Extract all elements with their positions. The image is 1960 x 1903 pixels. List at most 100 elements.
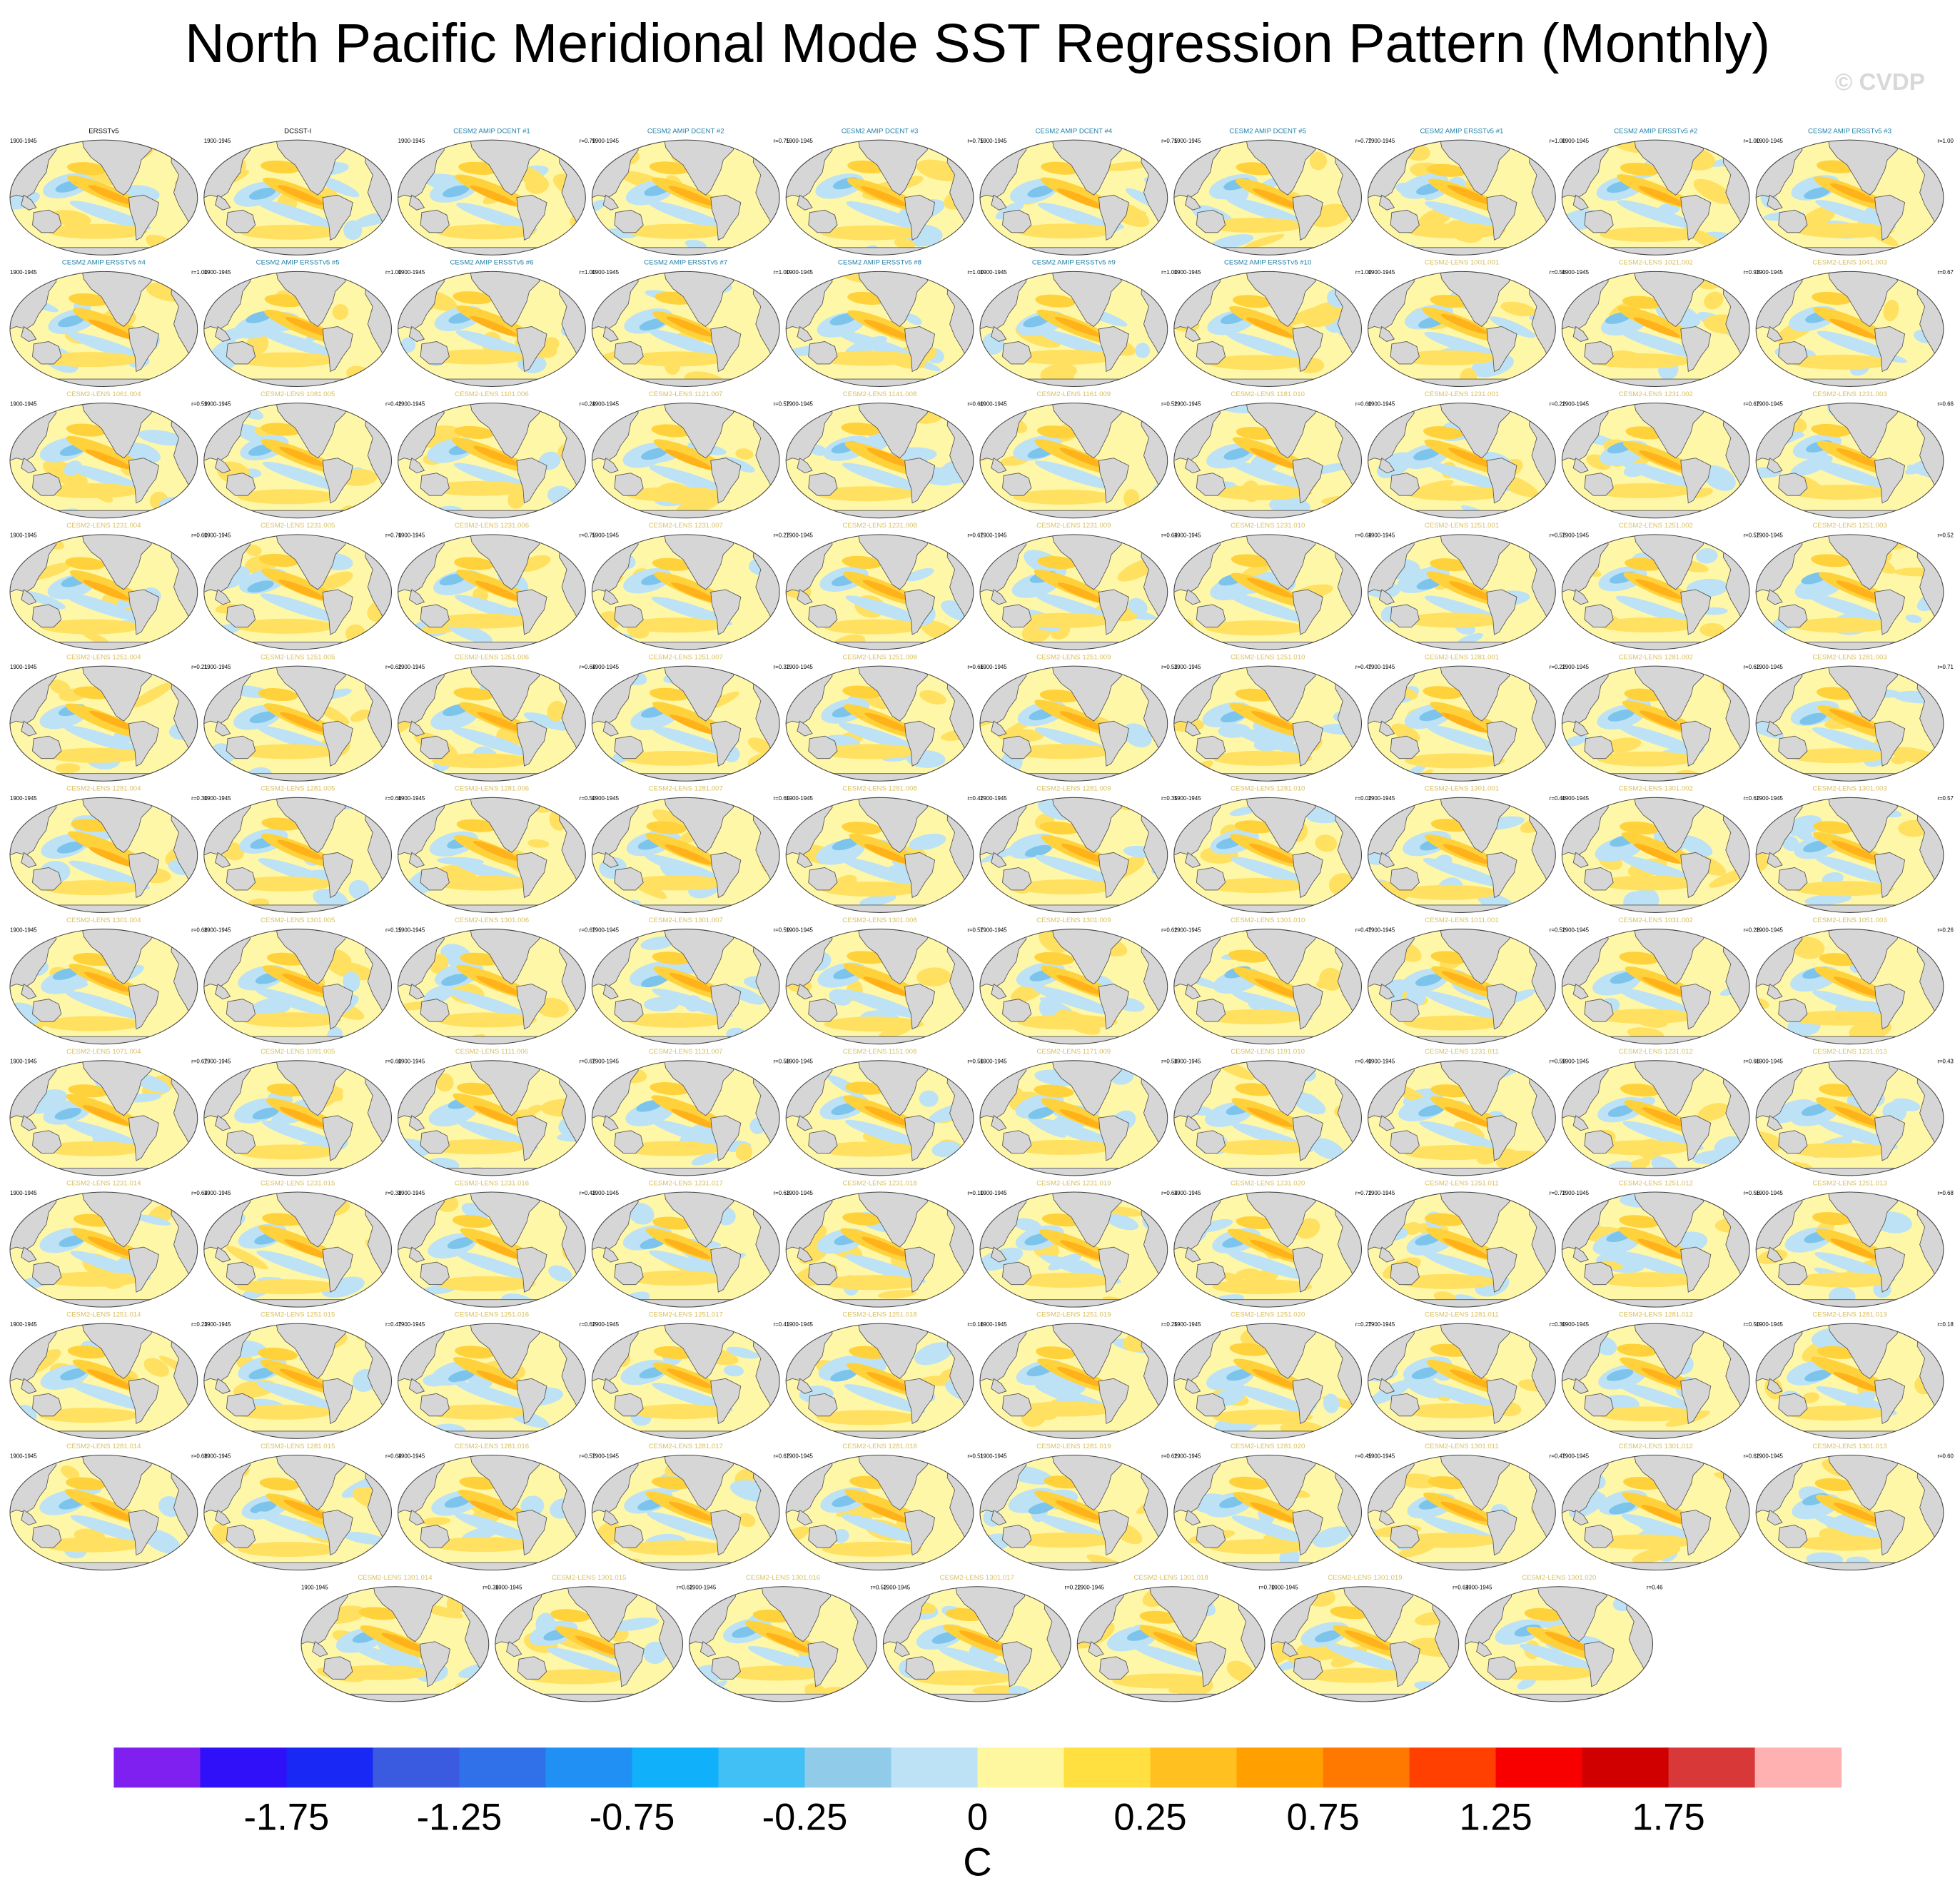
panel-correlation: r=0.66 [1744,1059,1760,1065]
map-panel [785,665,974,782]
colorbar-box [977,1747,1065,1788]
panel-period: 1900-1945 [1756,1190,1783,1196]
map-panel [9,1323,198,1439]
panel-correlation: r=0.30 [1550,1321,1566,1328]
panel-correlation: r=0.38 [385,1190,402,1196]
panel-period: 1900-1945 [1174,1453,1201,1459]
panel-title: CESM2-LENS 1231.014 [66,1179,141,1187]
panel-title: CESM2 AMIP ERSSTv5 #3 [1808,127,1891,135]
map-panel [1561,929,1750,1045]
map-panel [785,403,974,519]
panel-period: 1900-1945 [1562,1453,1589,1459]
map-panel [1271,1586,1460,1702]
map-panel [398,403,586,519]
panel-correlation: r=0.57 [580,1453,596,1459]
panel-period: 1900-1945 [1174,269,1201,276]
panel-title: CESM2 AMIP ERSSTv5 #6 [450,259,533,267]
panel-period: 1900-1945 [10,1453,37,1459]
panel-correlation: r=0.66 [385,795,402,802]
panel-period: 1900-1945 [398,795,425,802]
panel-correlation: r=0.72 [1355,1190,1372,1196]
panel-correlation: r=0.67 [1744,400,1760,407]
map-panel [203,1191,393,1308]
panel-period: 1900-1945 [204,400,231,407]
panel-period: 1900-1945 [1562,795,1589,802]
panel-period: 1900-1945 [786,138,813,144]
panel-correlation: r=1.00 [191,269,208,276]
panel-period: 1900-1945 [592,664,619,670]
map-panel [1173,1454,1363,1571]
panel-period: 1900-1945 [786,1453,813,1459]
panel-title: CESM2 AMIP ERSSTv5 #10 [1224,259,1311,267]
panel-correlation: r=0.43 [580,1190,596,1196]
panel-period: 1900-1945 [1756,664,1783,670]
panel-title: CESM2-LENS 1301.018 [1133,1574,1208,1582]
panel-title: CESM2-LENS 1281.004 [66,785,141,793]
panel-title: CESM2-LENS 1251.010 [1231,653,1305,661]
map-panel [203,139,393,256]
panel-title: CESM2-LENS 1281.010 [1231,785,1305,793]
panel-correlation: r=0.59 [1550,1059,1566,1065]
panel-correlation: r=0.47 [1355,927,1372,933]
map-panel [785,1454,974,1571]
map-panel [979,1454,1168,1571]
map-panel [9,271,198,388]
map-panel [785,797,974,913]
panel-period: 1900-1945 [592,138,619,144]
map-panel [785,534,974,650]
panel-correlation: r=0.53 [1161,664,1178,670]
panel-correlation: r=0.22 [1550,400,1566,407]
panel-correlation: r=0.52 [1550,927,1566,933]
panel-title: CESM2-LENS 1251.011 [1425,1179,1499,1187]
colorbar-box [1409,1747,1497,1788]
map-panel [1755,797,1944,913]
panel-period: 1900-1945 [10,532,37,539]
panel-title: CESM2-LENS 1251.002 [1619,522,1693,530]
panel-correlation: r=0.64 [1453,1585,1469,1591]
map-panel [979,139,1168,256]
colorbar-tick-label: 0.75 [1286,1797,1359,1839]
panel-title: CESM2-LENS 1231.009 [1036,522,1111,530]
panel-title: CESM2-LENS 1281.005 [261,785,335,793]
panel-title: CESM2-LENS 1281.016 [455,1443,529,1450]
panel-period: 1900-1945 [786,927,813,933]
panel-title: CESM2-LENS 1251.003 [1812,522,1886,530]
panel-correlation: r=0.57 [1937,795,1954,802]
panel-title: CESM2-LENS 1111.006 [455,1048,528,1056]
panel-title: CESM2-LENS 1191.010 [1231,1048,1305,1056]
map-panel [882,1586,1071,1702]
panel-title: CESM2-LENS 1071.004 [66,1048,141,1056]
panel-period: 1900-1945 [980,138,1007,144]
colorbar-box [718,1747,805,1788]
panel-period: 1900-1945 [1368,1321,1395,1328]
map-panel [1755,1191,1944,1308]
panel-title: CESM2-LENS 1281.013 [1812,1311,1886,1319]
panel-period: 1900-1945 [398,1453,425,1459]
map-panel [398,1454,586,1571]
map-panel [1755,1323,1944,1439]
map-panel [398,1060,586,1176]
panel-correlation: r=0.59 [774,927,790,933]
panel-title: CESM2-LENS 1231.013 [1812,1048,1886,1056]
map-panel [785,1323,974,1439]
panel-title: CESM2-LENS 1281.009 [1036,785,1111,793]
colorbar-box [1582,1747,1669,1788]
panel-correlation: r=0.64 [580,664,596,670]
panel-title: CESM2-LENS 1251.013 [1812,1179,1886,1187]
panel-period: 1900-1945 [10,400,37,407]
map-panel [9,797,198,913]
panel-title: CESM2 AMIP ERSSTv5 #1 [1420,127,1503,135]
map-panel [1755,139,1944,256]
panel-period: 1900-1945 [204,1321,231,1328]
panel-title: CESM2-LENS 1171.009 [1037,1048,1111,1056]
panel-title: CESM2-LENS 1231.008 [842,522,916,530]
panel-correlation: r=0.64 [191,1190,208,1196]
panel-correlation: r=0.75 [967,138,984,144]
map-panel [1368,534,1556,650]
panel-correlation: r=0.93 [1744,269,1760,276]
panel-correlation: r=0.75 [1161,138,1178,144]
panel-title: CESM2-LENS 1301.019 [1328,1574,1402,1582]
panel-correlation: r=0.51 [967,1453,984,1459]
panel-period: 1900-1945 [1368,1059,1395,1065]
map-panel [979,403,1168,519]
